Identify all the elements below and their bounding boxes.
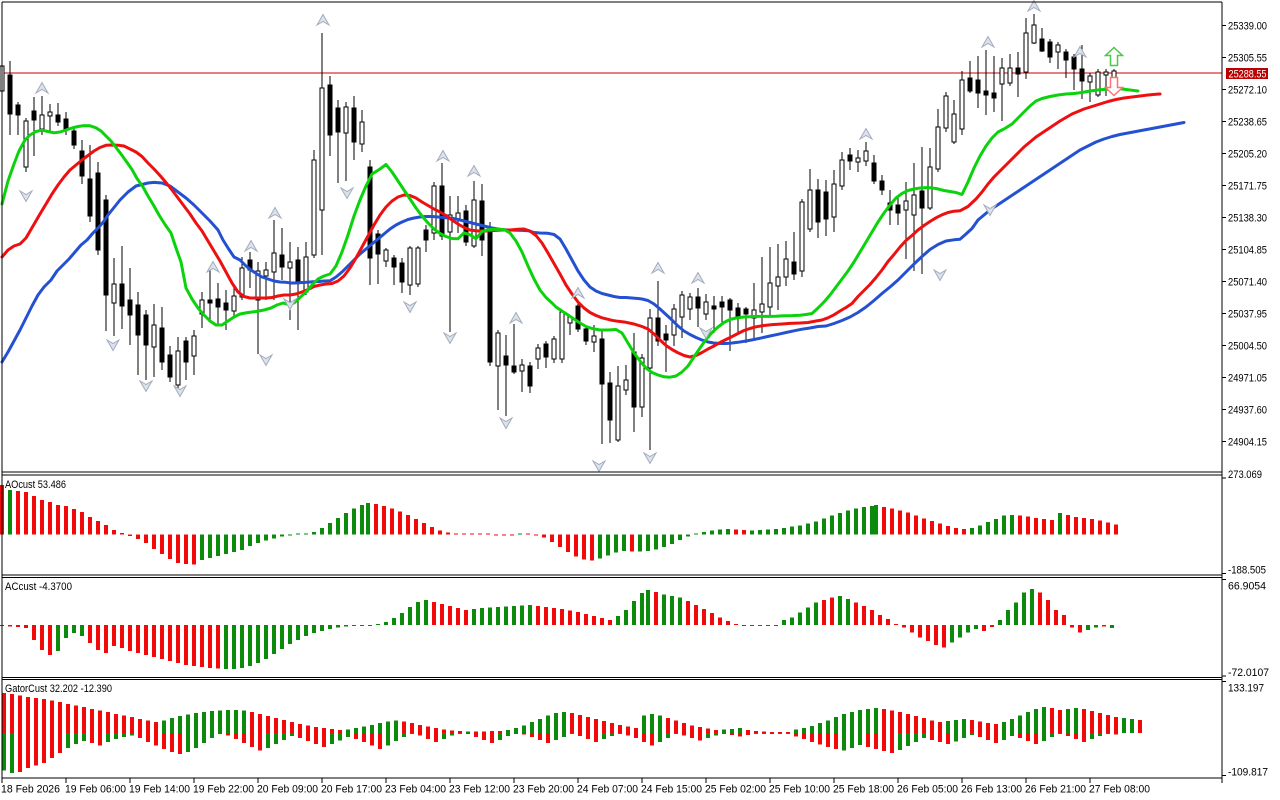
svg-text:273.069: 273.069	[1228, 469, 1262, 481]
svg-text:24 Feb 15:00: 24 Feb 15:00	[641, 784, 702, 796]
svg-text:26 Feb 21:00: 26 Feb 21:00	[1025, 784, 1086, 796]
svg-text:19 Feb 22:00: 19 Feb 22:00	[193, 784, 254, 796]
svg-text:20 Feb 09:00: 20 Feb 09:00	[257, 784, 318, 796]
svg-text:25 Feb 18:00: 25 Feb 18:00	[833, 784, 894, 796]
svg-text:25037.95: 25037.95	[1228, 309, 1267, 321]
svg-text:ACcust -4.3700: ACcust -4.3700	[5, 581, 72, 593]
svg-text:-188.505: -188.505	[1228, 564, 1266, 576]
svg-text:26 Feb 05:00: 26 Feb 05:00	[897, 784, 958, 796]
svg-text:18 Feb 2026: 18 Feb 2026	[1, 784, 60, 796]
svg-text:25305.55: 25305.55	[1228, 53, 1267, 65]
svg-text:25272.10: 25272.10	[1228, 85, 1267, 97]
svg-text:25 Feb 10:00: 25 Feb 10:00	[769, 784, 830, 796]
svg-text:25 Feb 02:00: 25 Feb 02:00	[705, 784, 766, 796]
svg-text:25205.20: 25205.20	[1228, 149, 1267, 161]
svg-text:25238.65: 25238.65	[1228, 117, 1267, 129]
svg-text:24904.15: 24904.15	[1228, 437, 1267, 449]
svg-text:19 Feb 14:00: 19 Feb 14:00	[129, 784, 190, 796]
svg-text:23 Feb 04:00: 23 Feb 04:00	[385, 784, 446, 796]
svg-text:25339.00: 25339.00	[1228, 21, 1267, 33]
svg-text:25171.75: 25171.75	[1228, 181, 1267, 193]
svg-text:-72.0107: -72.0107	[1228, 667, 1269, 679]
svg-text:AOcust 53.486: AOcust 53.486	[5, 479, 66, 491]
svg-text:27 Feb 08:00: 27 Feb 08:00	[1089, 784, 1150, 796]
svg-text:20 Feb 17:00: 20 Feb 17:00	[321, 784, 382, 796]
svg-text:133.197: 133.197	[1228, 682, 1264, 694]
svg-text:25104.85: 25104.85	[1228, 245, 1267, 257]
svg-text:24971.05: 24971.05	[1228, 373, 1267, 385]
svg-text:-109.817: -109.817	[1228, 767, 1268, 779]
svg-text:25071.40: 25071.40	[1228, 277, 1267, 289]
svg-text:26 Feb 13:00: 26 Feb 13:00	[961, 784, 1022, 796]
svg-text:GatorCust 32.202 -12.390: GatorCust 32.202 -12.390	[5, 683, 112, 695]
svg-text:23 Feb 20:00: 23 Feb 20:00	[513, 784, 574, 796]
svg-text:66.9054: 66.9054	[1228, 581, 1266, 593]
svg-text:25004.50: 25004.50	[1228, 341, 1267, 353]
svg-text:25288.55: 25288.55	[1229, 69, 1267, 81]
svg-text:25138.30: 25138.30	[1228, 213, 1267, 225]
svg-text:24937.60: 24937.60	[1228, 405, 1267, 417]
svg-text:24 Feb 07:00: 24 Feb 07:00	[577, 784, 638, 796]
svg-text:23 Feb 12:00: 23 Feb 12:00	[449, 784, 510, 796]
svg-text:19 Feb 06:00: 19 Feb 06:00	[65, 784, 126, 796]
